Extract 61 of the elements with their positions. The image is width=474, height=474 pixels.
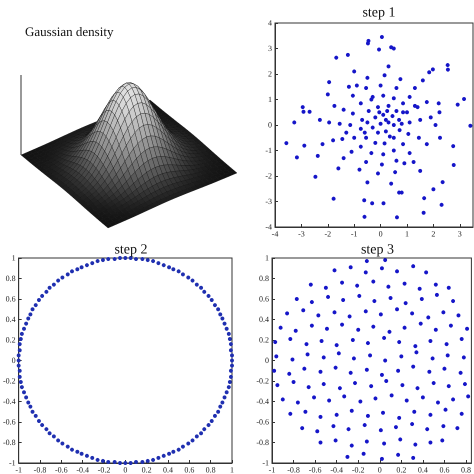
y-tick-label: 4 (268, 18, 272, 28)
x-tick-label: 0.2 (142, 466, 152, 474)
y-tick-label: 0.2 (6, 336, 16, 344)
x-tick-label: -0.4 (330, 466, 344, 474)
y-tick-label: 0 (265, 356, 269, 365)
y-tick-label: 0.6 (6, 294, 16, 304)
y-tick-label: 0 (12, 356, 16, 365)
y-tick-label: -0.8 (2, 438, 16, 447)
y-tick-label: 2 (268, 70, 272, 78)
x-tick-label: 0.4 (163, 466, 173, 474)
x-tick-label: -0.2 (98, 466, 110, 474)
y-tick-label: 0.6 (259, 294, 269, 304)
y-tick-label: -0.6 (2, 418, 16, 426)
x-tick-label: 1 (230, 466, 234, 474)
y-tick-label: 0.4 (259, 315, 269, 324)
y-tick-label: -1 (262, 458, 269, 468)
y-tick-label: -3 (265, 197, 272, 206)
x-tick-label: 1 (405, 230, 409, 238)
x-tick-label: 0.4 (418, 466, 428, 474)
x-tick-label: 0.8 (461, 466, 471, 474)
x-tick-label: -2 (324, 230, 332, 238)
y-tick-label: -0.4 (256, 397, 269, 406)
y-tick-label: 3 (268, 44, 272, 53)
x-tick-label: 0.6 (184, 466, 194, 474)
x-tick-label: 3 (458, 230, 462, 238)
x-tick-label: 0.8 (206, 466, 216, 474)
y-tick-label: -0.2 (2, 376, 16, 386)
x-tick-label: 0 (123, 466, 128, 474)
y-tick-label: 1 (265, 254, 269, 262)
x-tick-label: -0.6 (54, 466, 68, 474)
y-tick-label: -4 (265, 222, 272, 232)
x-tick-label: 0 (378, 230, 383, 238)
y-tick-label: 1 (268, 95, 272, 104)
x-tick-label: 0.2 (396, 466, 406, 474)
x-tick-label: -3 (298, 230, 305, 238)
chart-title: step 2 (114, 242, 148, 258)
x-tick-label: 0 (378, 466, 382, 474)
y-tick-label: 1 (12, 254, 16, 262)
y-tick-label: -0.8 (256, 438, 269, 447)
y-tick-label: -1 (8, 458, 16, 468)
x-tick-label: 0.6 (439, 466, 450, 474)
x-tick-label: -0.4 (76, 466, 89, 474)
y-tick-label: -1 (265, 146, 272, 155)
x-tick-label: -0.8 (287, 466, 300, 474)
y-tick-label: -0.2 (256, 376, 269, 386)
y-tick-label: 0.2 (259, 336, 269, 344)
y-tick-label: 0.8 (6, 274, 16, 283)
chart-title: step 1 (362, 6, 396, 20)
y-tick-label: -2 (265, 172, 272, 180)
x-tick-label: -0.2 (352, 466, 365, 474)
x-tick-label: -0.8 (34, 466, 46, 474)
y-tick-label: 0.4 (6, 315, 16, 324)
chart-title: step 3 (360, 242, 394, 258)
y-tick-label: -0.6 (256, 418, 269, 426)
x-tick-label: -1 (350, 230, 358, 238)
y-tick-label: 0.8 (259, 274, 269, 283)
x-tick-label: 2 (431, 230, 436, 238)
y-tick-label: 0 (268, 120, 272, 130)
x-tick-label: -0.6 (308, 466, 322, 474)
text: Gaussian density (25, 24, 114, 39)
y-tick-label: -0.4 (2, 397, 16, 406)
